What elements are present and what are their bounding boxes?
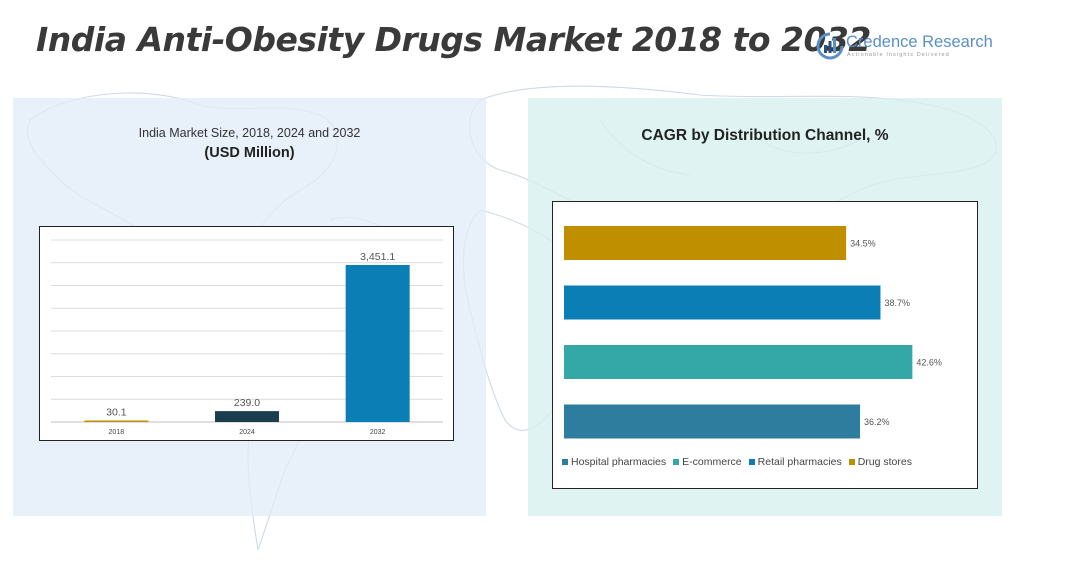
tick-label-2018: 2018 bbox=[109, 429, 125, 436]
bar-drug-stores bbox=[564, 226, 847, 260]
data-label-2024: 239.0 bbox=[234, 397, 260, 409]
data-label-2018: 30.1 bbox=[106, 407, 127, 419]
legend-item-e-commerce: E-commerce bbox=[673, 456, 742, 468]
cagr-legend: Hospital pharmacies E-commerce Retail phar… bbox=[562, 456, 919, 468]
tick-label-2032: 2032 bbox=[370, 429, 386, 436]
market-size-chart-svg: 30.1 2018 239.0 2024 3,451.1 2032 bbox=[39, 226, 454, 441]
cagr-chart: 34.5% 38.7% 42.6% 36.2% bbox=[552, 201, 978, 489]
data-label-2032: 3,451.1 bbox=[360, 251, 395, 263]
legend-label-drug-stores: Drug stores bbox=[857, 456, 912, 468]
legend-swatch-retail-pharmacies bbox=[748, 459, 755, 465]
legend-item-hospital-pharmacies: Hospital pharmacies bbox=[562, 456, 666, 468]
data-label-drug-stores: 34.5% bbox=[850, 239, 876, 249]
data-label-e-commerce: 42.6% bbox=[916, 358, 942, 368]
data-label-hospital-pharmacies: 36.2% bbox=[864, 417, 890, 427]
credence-research-logo: Credence Research Actionable Insights De… bbox=[816, 30, 993, 62]
tick-label-2024: 2024 bbox=[239, 429, 255, 436]
bar-2024 bbox=[215, 411, 279, 422]
logo-tagline: Actionable Insights Delivered bbox=[847, 52, 950, 58]
legend-item-drug-stores: Drug stores bbox=[848, 456, 912, 468]
legend-item-retail-pharmacies: Retail pharmacies bbox=[748, 456, 842, 468]
bar-2032 bbox=[345, 264, 410, 422]
legend-label-e-commerce: E-commerce bbox=[682, 456, 742, 468]
legend-swatch-e-commerce bbox=[673, 459, 680, 465]
bar-retail-pharmacies bbox=[564, 285, 881, 320]
cagr-title: CAGR by Distribution Channel, % bbox=[641, 127, 889, 144]
logo-mark-icon bbox=[816, 32, 844, 60]
cagr-chart-svg: 34.5% 38.7% 42.6% 36.2% bbox=[552, 201, 978, 489]
legend-swatch-hospital-pharmacies bbox=[562, 459, 568, 465]
market-size-unit: (USD Million) bbox=[204, 145, 295, 161]
bar-2018 bbox=[84, 420, 149, 422]
logo-name: Credence Research bbox=[846, 33, 993, 51]
market-size-chart: 30.1 2018 239.0 2024 3,451.1 2032 bbox=[39, 226, 454, 441]
legend-label-hospital-pharmacies: Hospital pharmacies bbox=[571, 456, 667, 468]
main-title: India Anti-Obesity Drugs Market 2018 to … bbox=[36, 20, 871, 59]
bar-hospital-pharmacies bbox=[564, 404, 861, 439]
bar-e-commerce bbox=[564, 345, 913, 379]
legend-label-retail-pharmacies: Retail pharmacies bbox=[757, 456, 842, 468]
legend-swatch-drug-stores bbox=[848, 459, 855, 465]
market-size-title: India Market Size, 2018, 2024 and 2032 bbox=[138, 126, 361, 140]
data-label-retail-pharmacies: 38.7% bbox=[884, 298, 910, 308]
